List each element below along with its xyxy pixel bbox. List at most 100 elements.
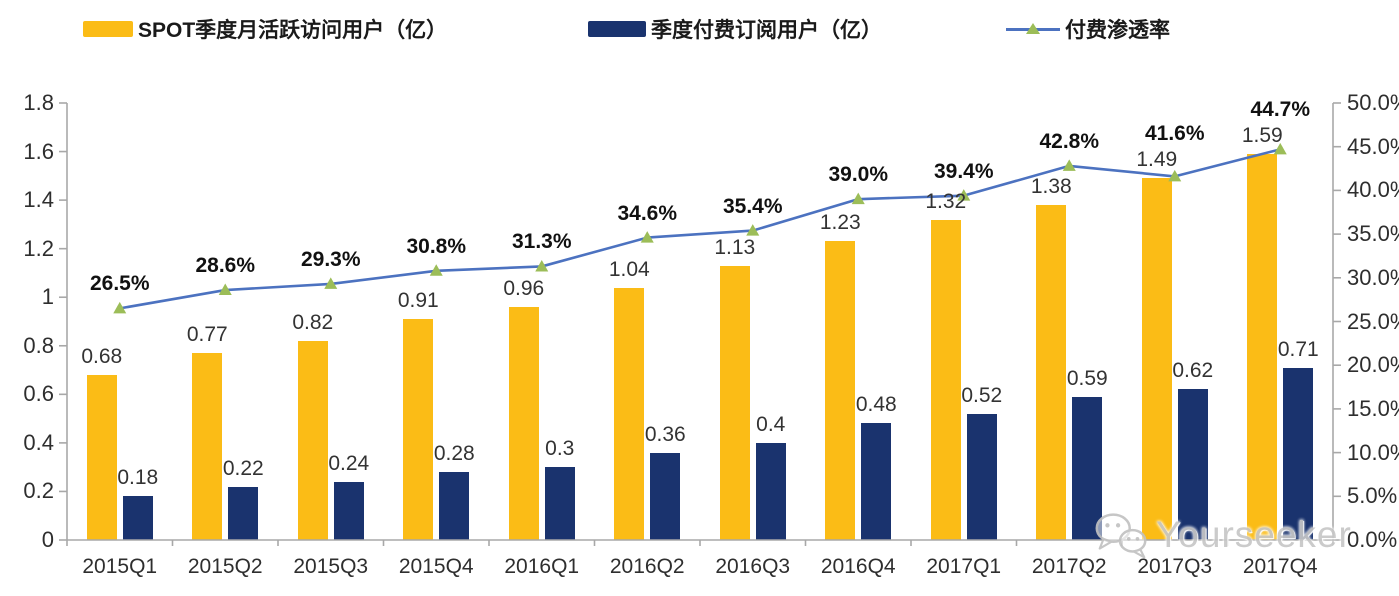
penetration-label-2016Q2: 34.6% — [617, 201, 678, 225]
mau-value-label-2015Q4: 0.91 — [397, 289, 439, 313]
paid-value-label-2017Q1: 0.52 — [961, 383, 1003, 407]
x-axis-label-2017Q1: 2017Q1 — [926, 555, 1002, 578]
paid-value-label-2016Q2: 0.36 — [644, 422, 686, 446]
mau-bar-2017Q4 — [1247, 153, 1278, 540]
right-axis-tick-30.0%: 30.0% — [1347, 264, 1399, 290]
penetration-label-2015Q2: 28.6% — [195, 254, 256, 278]
triangle-marker-icon — [1026, 22, 1040, 34]
paid-bar-2016Q1 — [544, 467, 575, 540]
paid-bar-2015Q3 — [333, 481, 364, 540]
right-axis-tick-40.0%: 40.0% — [1347, 177, 1399, 203]
wechat-icon — [1095, 513, 1147, 559]
paid-bar-2017Q1 — [966, 413, 997, 540]
paid-value-label-2015Q1: 0.18 — [117, 466, 159, 490]
mau-bar-2016Q3 — [719, 265, 750, 540]
paid-bar-2015Q2 — [228, 486, 259, 540]
paid-value-label-2015Q3: 0.24 — [328, 451, 370, 475]
line-marker-icon — [1006, 22, 1060, 34]
right-axis-tick-20.0%: 20.0% — [1347, 352, 1399, 378]
paid-bar-2016Q3 — [755, 442, 786, 540]
penetration-label-2016Q4: 39.0% — [828, 163, 889, 187]
paid-value-label-2017Q4: 0.71 — [1277, 337, 1319, 361]
left-axis-tick-0.4: 0.4 — [23, 429, 54, 455]
right-axis-tick-15.0%: 15.0% — [1347, 395, 1399, 421]
left-axis-tick-1.4: 1.4 — [23, 187, 54, 213]
penetration-marker-2017Q2 — [1062, 159, 1076, 171]
legend-item-paid: 季度付费订阅用户（亿） — [588, 14, 882, 44]
paid-value-label-2016Q1: 0.3 — [545, 437, 575, 461]
paid-value-label-2015Q4: 0.28 — [433, 442, 475, 466]
penetration-marker-2015Q4 — [429, 264, 443, 276]
x-axis-label-2015Q2: 2015Q2 — [187, 555, 263, 578]
watermark-text: Yourseeker — [1156, 514, 1352, 555]
x-axis-label-2015Q3: 2015Q3 — [293, 555, 369, 578]
penetration-label-2015Q4: 30.8% — [406, 234, 467, 258]
paid-value-label-2016Q3: 0.4 — [756, 412, 786, 436]
mau-bar-2016Q1 — [508, 306, 539, 540]
right-axis-tick-50.0%: 50.0% — [1347, 90, 1399, 115]
mau-value-label-2015Q3: 0.82 — [292, 310, 334, 334]
paid-bar-2017Q4 — [1283, 367, 1314, 540]
left-axis-tick-0.6: 0.6 — [23, 381, 54, 407]
left-axis-tick-0.2: 0.2 — [23, 478, 54, 504]
watermark: Yourseeker — [1090, 504, 1352, 566]
paid-swatch-icon — [588, 21, 646, 37]
mau-bar-2015Q4 — [403, 319, 434, 540]
paid-value-label-2017Q3: 0.62 — [1172, 359, 1214, 383]
legend-label-paid: 季度付费订阅用户（亿） — [651, 19, 882, 42]
x-axis-label-2017Q2: 2017Q2 — [1031, 555, 1107, 578]
mau-bar-2015Q2 — [192, 353, 223, 540]
mau-value-label-2017Q1: 1.32 — [925, 189, 967, 213]
mau-value-label-2017Q2: 1.38 — [1030, 174, 1072, 198]
x-axis-label-2016Q3: 2016Q3 — [715, 555, 791, 578]
penetration-marker-2017Q1 — [957, 189, 971, 201]
penetration-label-2015Q3: 29.3% — [300, 247, 361, 271]
left-axis-tick-1: 1 — [41, 284, 54, 310]
mau-value-label-2016Q4: 1.23 — [819, 211, 861, 235]
penetration-label-2017Q4: 44.7% — [1250, 97, 1311, 121]
mau-value-label-2015Q1: 0.68 — [81, 344, 123, 368]
right-axis-tick-0.0%: 0.0% — [1347, 527, 1398, 552]
penetration-marker-2017Q3 — [1168, 169, 1182, 182]
mau-value-label-2016Q2: 1.04 — [608, 257, 650, 281]
paid-bar-2016Q2 — [650, 452, 681, 540]
penetration-marker-2016Q2 — [640, 231, 654, 243]
mau-bar-2016Q2 — [614, 287, 645, 540]
mau-bar-2017Q3 — [1141, 178, 1172, 540]
x-axis-label-2017Q3: 2017Q3 — [1137, 555, 1213, 578]
x-axis-label-2017Q4: 2017Q4 — [1242, 555, 1318, 578]
mau-value-label-2015Q2: 0.77 — [186, 323, 228, 347]
legend-label-mau: SPOT季度月活跃访问用户（亿） — [138, 19, 448, 42]
mau-bar-2016Q4 — [825, 241, 856, 540]
penetration-label-2017Q1: 39.4% — [933, 159, 994, 183]
legend-label-penetration: 付费渗透率 — [1065, 19, 1170, 42]
penetration-marker-2015Q3 — [324, 277, 338, 289]
paid-bar-2017Q2 — [1072, 396, 1103, 540]
paid-bar-2015Q4 — [439, 472, 470, 540]
penetration-label-2016Q1: 31.3% — [511, 230, 572, 254]
mau-value-label-2016Q1: 0.96 — [503, 276, 545, 300]
penetration-label-2017Q3: 41.6% — [1144, 122, 1205, 146]
mau-swatch-icon — [83, 21, 133, 37]
paid-value-label-2016Q4: 0.48 — [855, 393, 897, 417]
x-axis-label-2015Q1: 2015Q1 — [82, 555, 158, 578]
penetration-marker-2016Q3 — [746, 224, 760, 236]
x-axis-label-2016Q2: 2016Q2 — [609, 555, 685, 578]
penetration-label-2016Q3: 35.4% — [722, 194, 783, 218]
penetration-marker-2016Q4 — [851, 192, 865, 205]
mau-value-label-2016Q3: 1.13 — [714, 235, 756, 259]
right-axis-tick-10.0%: 10.0% — [1347, 439, 1399, 465]
paid-bar-2016Q4 — [861, 423, 892, 540]
right-axis-tick-35.0%: 35.0% — [1347, 221, 1399, 247]
left-axis-tick-0: 0 — [41, 527, 54, 552]
penetration-line — [119, 148, 1281, 310]
x-axis-label-2015Q4: 2015Q4 — [398, 555, 474, 578]
penetration-marker-2017Q4 — [1273, 142, 1287, 155]
mau-bar-2017Q1 — [930, 219, 961, 540]
penetration-label-2015Q1: 26.5% — [89, 272, 150, 296]
left-axis-tick-1.2: 1.2 — [23, 235, 54, 261]
penetration-marker-2015Q1 — [113, 301, 127, 314]
penetration-label-2017Q2: 42.8% — [1039, 129, 1100, 153]
